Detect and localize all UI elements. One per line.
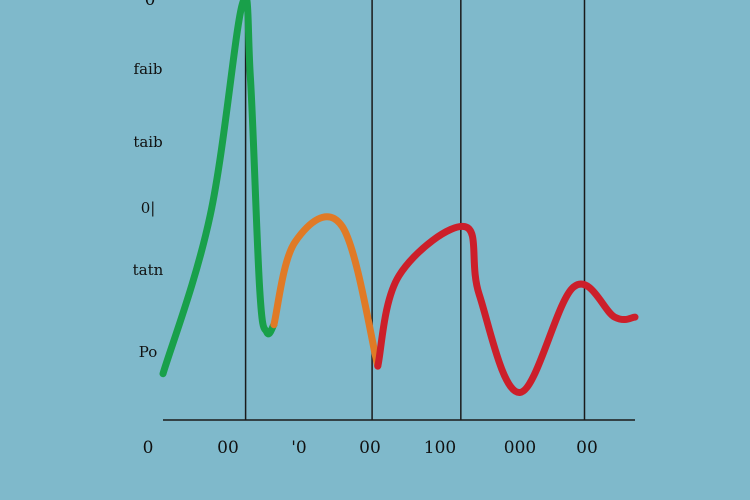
series-layer — [159, 0, 639, 396]
vertical-grid-lines — [244, 0, 586, 420]
x-tick-label: 0 — [143, 438, 154, 458]
x-tick-label: 00 — [217, 438, 239, 458]
x-tick-label: 00 — [359, 438, 381, 458]
top-tick-label: 0 — [145, 0, 156, 10]
x-tick-label: 00 — [576, 438, 598, 458]
y-tick-label: Po — [139, 343, 158, 361]
x-tick-label: 000 — [504, 438, 536, 458]
series-green-line — [159, 0, 278, 378]
y-tick-label: faib — [134, 60, 163, 78]
y-tick-label: 0| — [141, 199, 156, 217]
y-tick-label: tatn — [133, 261, 164, 279]
x-tick-labels: 0 00'0 00 100 000 00 — [143, 438, 598, 458]
x-tick-label: '0 — [291, 438, 307, 458]
x-tick-label: 100 — [424, 438, 456, 458]
y-tick-labels: Po tatn 0| taib faib — [133, 60, 164, 361]
series-red-line — [374, 223, 639, 396]
y-tick-label: taib — [133, 133, 162, 151]
series-orange-line — [270, 213, 382, 370]
